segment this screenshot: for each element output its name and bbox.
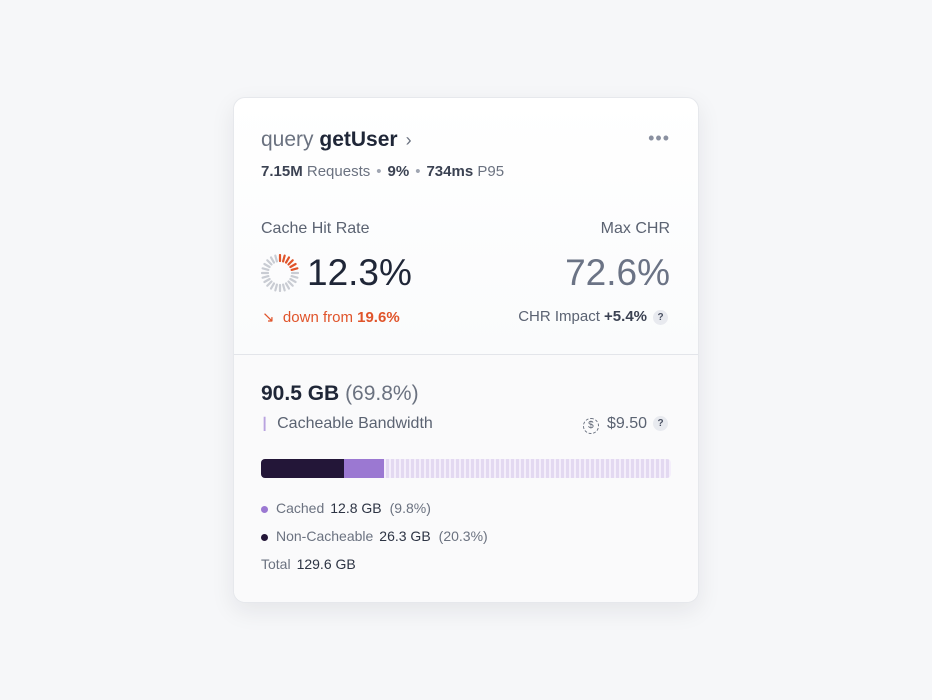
ring-tick — [274, 254, 278, 263]
ring-tick — [289, 262, 297, 269]
chr-impact: CHR Impact +5.4%? — [518, 308, 668, 325]
bandwidth-value: 90.5 GB (69.8%) — [261, 382, 419, 405]
max-chr-value: 72.6% — [565, 252, 670, 293]
arrow-down-right-icon: ↘ — [262, 309, 275, 326]
max-chr-label: Max CHR — [600, 220, 670, 237]
trend: ↘ down from 19.6% — [262, 309, 400, 326]
card-top: query getUser › ••• 7.15M Requests • 9% • 734… — [234, 98, 698, 355]
ring-tick — [263, 277, 271, 284]
bandwidth-icon: ┃ — [261, 417, 269, 431]
ring-tick — [266, 259, 273, 266]
progress-ring-icon — [261, 254, 299, 292]
ellipsis-icon[interactable]: ••• — [648, 128, 670, 148]
ring-tick — [261, 275, 270, 279]
cache-hit-rate-label: Cache Hit Rate — [261, 220, 370, 237]
ring-tick — [289, 277, 297, 284]
ring-tick — [287, 259, 294, 266]
ring-tick — [284, 282, 291, 290]
cached-segment — [344, 459, 385, 478]
query-card: query getUser › ••• 7.15M Requests • 9% • 734… — [233, 97, 699, 603]
ring-tick — [290, 267, 299, 271]
dollar-icon: $ — [582, 418, 599, 434]
bandwidth-bar — [261, 459, 671, 478]
ring-tick — [282, 283, 286, 292]
card-bottom: 90.5 GB (69.8%) ┃ Cacheable Bandwidth $ $… — [234, 355, 698, 602]
query-title[interactable]: query getUser › — [261, 128, 412, 151]
chevron-right-icon[interactable]: › — [405, 130, 412, 150]
legend-cached: Cached 12.8 GB (9.8%) — [261, 500, 431, 516]
ring-tick — [290, 275, 299, 279]
cache-hit-rate-value: 12.3% — [307, 252, 412, 293]
ring-tick — [282, 254, 286, 263]
legend-non-cacheable: Non-Cacheable 26.3 GB (20.3%) — [261, 528, 488, 544]
ring-tick — [261, 267, 270, 271]
ring-tick — [274, 283, 278, 292]
total: Total 129.6 GB — [261, 556, 356, 572]
ring-tick — [266, 280, 273, 287]
non-cacheable-segment — [261, 459, 345, 478]
ring-tick — [263, 262, 271, 269]
help-icon[interactable]: ? — [653, 309, 668, 325]
ring-tick — [284, 256, 291, 264]
help-icon[interactable]: ? — [653, 416, 668, 432]
query-stats: 7.15M Requests • 9% • 734ms P95 — [261, 163, 505, 180]
query-name: getUser — [319, 128, 398, 151]
ring-tick — [269, 256, 276, 264]
bandwidth-label: ┃ Cacheable Bandwidth — [261, 415, 433, 432]
ring-tick — [287, 280, 294, 287]
bandwidth-cost: $ $9.50? — [582, 415, 668, 434]
ring-tick — [269, 282, 276, 290]
